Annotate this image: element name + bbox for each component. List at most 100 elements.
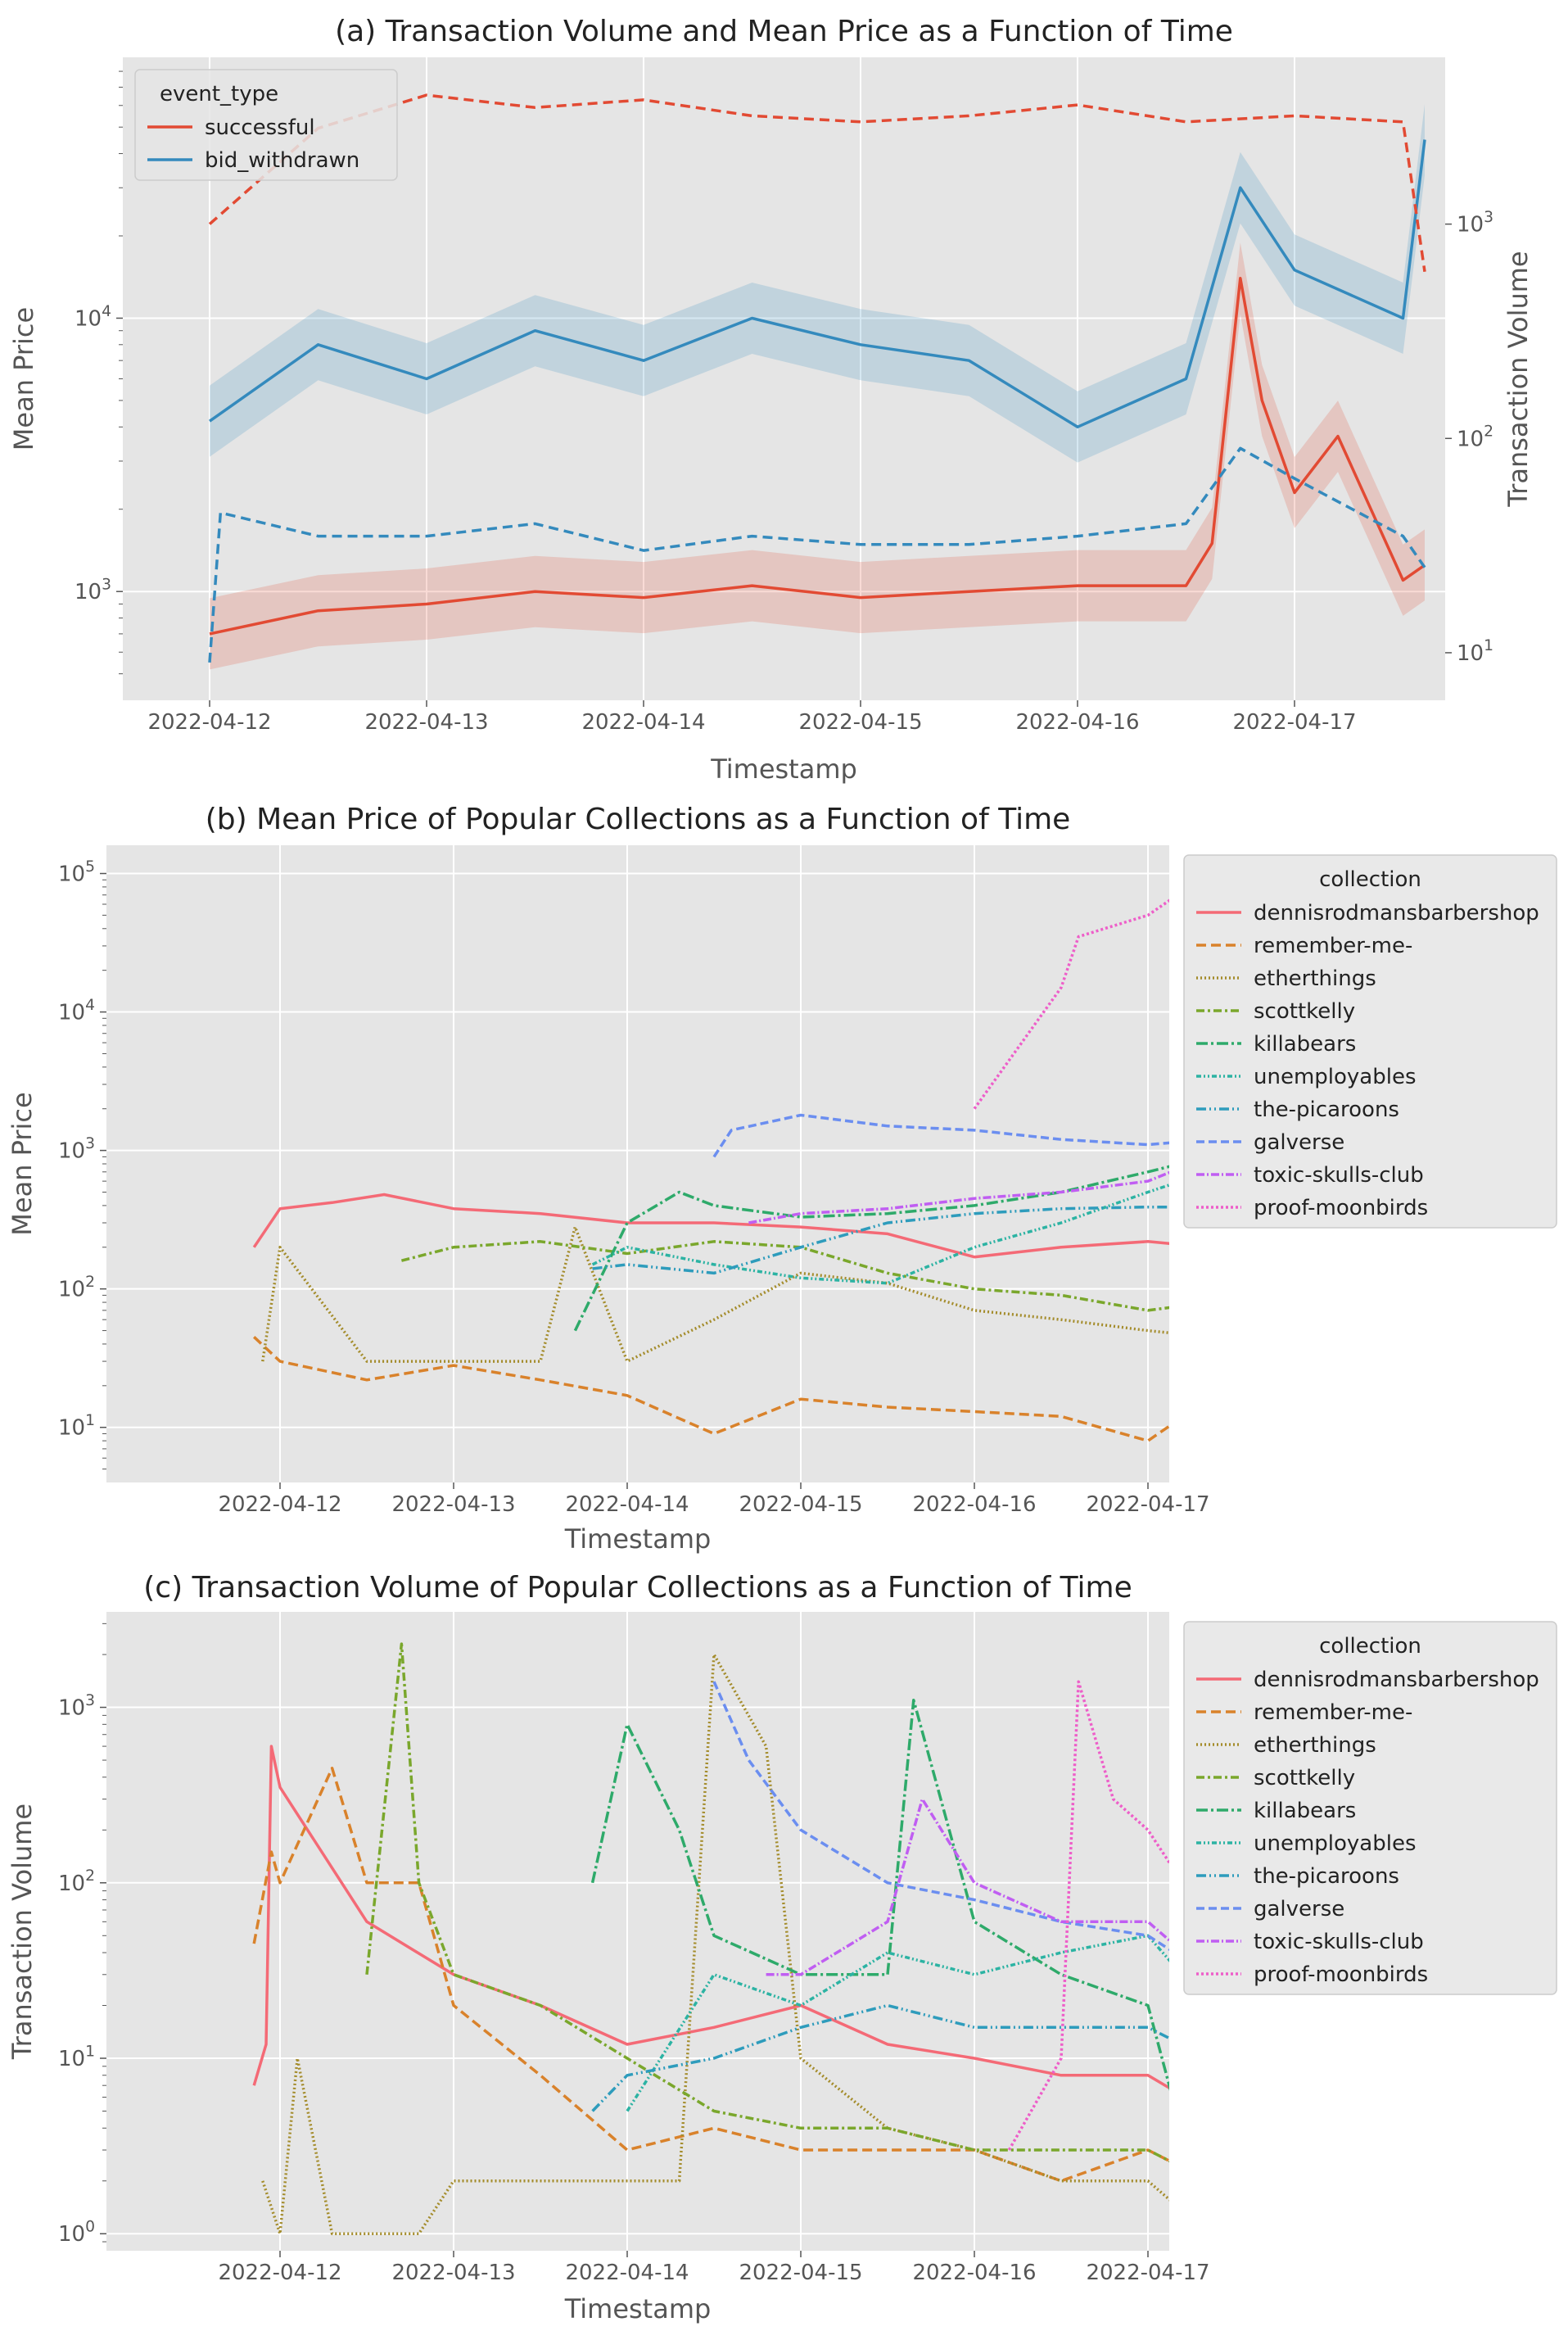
legend-label-scottkelly: scottkelly [1254,1766,1355,1790]
legend-label-dennisrodmansbarbershop: dennisrodmansbarbershop [1254,1668,1539,1692]
x-tick-label: 2022-04-15 [798,710,922,735]
x-axis-label: Timestamp [710,754,857,785]
y-tick-label: 103 [75,576,111,604]
chart-panel-0: 2022-04-12 2022-04-13 2022-04-14 2022-04-15… [8,15,1534,785]
y-tick-label: 104 [75,303,111,332]
x-axis-label: Timestamp [564,1523,712,1555]
legend: collection dennisrodmansbarbershop remembe… [1183,854,1557,1229]
series-line-bid_withdrawn-right [208,446,1426,663]
series-line-dennisrodmansbarbershop [252,1745,1169,2090]
x-tick-label: 2022-04-16 [912,1492,1036,1517]
series-line-the-picaroons [591,2003,1169,2112]
series-line-successful-right [208,93,1426,272]
x-tick-label: 2022-04-15 [739,1492,862,1517]
series-line-toxic-skulls-club [766,1797,1169,1976]
series-band-bid_withdrawn [210,104,1425,463]
legend-label-the-picaroons: the-picaroons [1254,1098,1399,1122]
legend-box [1183,1621,1557,1995]
legend-title: collection [1319,1634,1421,1659]
series-line-etherthings [261,1653,1169,2235]
legend: collection dennisrodmansbarbershop remembe… [1183,1621,1557,1995]
y-tick-label: 100 [58,2219,95,2247]
legend-label-proof-moonbirds: proof-moonbirds [1254,1196,1428,1220]
y-right-tick-label: 101 [1457,637,1493,666]
y-tick-label: 105 [58,858,95,887]
legend-label-galverse: galverse [1254,1897,1344,1921]
series-line-unemployables [591,1184,1169,1285]
x-tick-label: 2022-04-12 [218,2261,341,2285]
series-line-successful-left [209,276,1426,636]
legend-box [1183,854,1557,1229]
y-tick-label: 103 [58,1135,95,1164]
legend-title: event_type [160,82,278,106]
x-tick-label: 2022-04-17 [1232,710,1356,735]
series-band-successful [210,242,1425,670]
legend-label-galverse: galverse [1254,1130,1344,1155]
series-line-killabears [590,1698,1169,2091]
series-line-toxic-skulls-club [748,1170,1169,1224]
legend-label-bid_withdrawn: bid_withdrawn [205,148,359,173]
legend-label-scottkelly: scottkelly [1254,999,1355,1024]
x-tick-label: 2022-04-17 [1086,1492,1209,1517]
x-tick-label: 2022-04-15 [739,2261,862,2285]
plot-background [106,1612,1169,2251]
legend-label-unemployables: unemployables [1254,1831,1417,1856]
legend-label-proof-moonbirds: proof-moonbirds [1254,1962,1428,1987]
legend: event_type successful bid_withdrawn [134,69,398,181]
x-axis-label: Timestamp [564,2293,712,2324]
x-tick-label: 2022-04-12 [218,1492,341,1517]
y-tick-label: 102 [58,1867,95,1896]
series-line-unemployables [626,1934,1169,2112]
y-tick-label: 103 [58,1692,95,1721]
y-tick-label: 101 [58,2043,95,2071]
x-tick-label: 2022-04-12 [147,710,271,735]
series-line-galverse [712,1113,1169,1158]
y-right-tick-label: 103 [1457,209,1493,238]
y-right-tick-label: 102 [1457,423,1493,452]
x-tick-label: 2022-04-14 [565,2261,689,2285]
legend-label-dennisrodmansbarbershop: dennisrodmansbarbershop [1254,901,1539,926]
legend-label-the-picaroons: the-picaroons [1254,1864,1399,1889]
legend-label-unemployables: unemployables [1254,1065,1417,1089]
legend-label-etherthings: etherthings [1254,966,1376,991]
legend-box [134,69,398,181]
series-line-dennisrodmansbarbershop [252,1193,1169,1259]
legend-label-toxic-skulls-club: toxic-skulls-club [1254,1163,1424,1188]
legend-label-toxic-skulls-club: toxic-skulls-club [1254,1930,1424,1954]
x-tick-label: 2022-04-17 [1086,2261,1209,2285]
chart-title: (b) Mean Price of Popular Collections as… [206,803,1071,836]
legend-label-remember-me-: remember-me- [1254,1700,1412,1725]
x-tick-label: 2022-04-13 [391,2261,515,2285]
x-tick-label: 2022-04-14 [565,1492,689,1517]
legend-label-remember-me-: remember-me- [1254,934,1412,958]
y-tick-label: 104 [58,997,95,1025]
x-tick-label: 2022-04-13 [391,1492,515,1517]
series-line-proof-moonbirds [973,898,1169,1110]
plot-area [252,1642,1169,2235]
x-tick-label: 2022-04-16 [1015,710,1139,735]
plot-area [252,898,1169,1442]
legend-title: collection [1319,867,1421,892]
legend-label-killabears: killabears [1254,1799,1356,1823]
series-line-proof-moonbirds [1007,1680,1169,2151]
y-tick-label: 102 [58,1274,95,1302]
chart-panel-1: 2022-04-12 2022-04-13 2022-04-14 2022-04-15… [7,803,1557,1555]
x-tick-label: 2022-04-16 [912,2261,1036,2285]
y-axis-label: Transaction Volume [7,1804,38,2060]
legend-label-killabears: killabears [1254,1032,1356,1057]
x-tick-label: 2022-04-13 [364,710,488,735]
y-axis-label: Mean Price [8,307,39,450]
series-line-scottkelly [365,1642,1169,2163]
chart-title: (c) Transaction Volume of Popular Collec… [143,1571,1132,1605]
plot-area [208,93,1426,670]
legend-label-successful: successful [205,115,315,140]
chart-title: (a) Transaction Volume and Mean Price as… [335,15,1233,48]
y-axis-label: Mean Price [7,1092,38,1235]
series-line-the-picaroons [592,1205,1169,1275]
chart-panel-2: 2022-04-12 2022-04-13 2022-04-14 2022-04-15… [7,1571,1557,2324]
series-line-remember-me- [253,1336,1169,1442]
legend-label-etherthings: etherthings [1254,1733,1376,1758]
y-tick-label: 101 [58,1412,95,1441]
plot-background [106,845,1169,1482]
x-tick-label: 2022-04-14 [581,710,705,735]
